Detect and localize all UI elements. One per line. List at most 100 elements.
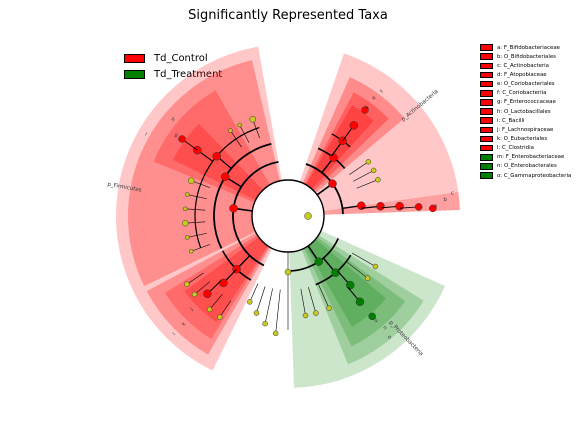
node-nonsignificant <box>184 281 190 287</box>
clade-letter-label: j <box>189 307 195 313</box>
node-actinobacteria <box>328 179 337 188</box>
node-nonsignificant <box>375 176 381 183</box>
node-nonsignificant <box>284 268 292 276</box>
taxa-legend-label: m: F_Enterobacteriaceae <box>497 154 565 161</box>
node-nonsignificant <box>313 310 319 316</box>
taxa-legend-item: a: F_Bifidobacteriaceae <box>480 43 571 52</box>
node-bifidobacteriales <box>376 202 385 211</box>
clade-letter-label: n <box>381 325 388 331</box>
taxa-legend-swatch <box>480 135 493 143</box>
node-lachnospiraceae <box>203 289 212 299</box>
tree-leaf-branch <box>187 232 207 238</box>
clade-shade-gammaproteobacteria <box>288 216 424 365</box>
taxa-legend-label: i: C_Bacilli <box>497 117 525 124</box>
clade-letter-label: b <box>443 197 447 203</box>
taxa-legend-swatch <box>480 71 493 79</box>
taxa-legend: a: F_Bifidobacteriaceae b: O_Bifidobacter… <box>480 43 571 180</box>
group-legend: Td_Control Td_Treatment <box>124 50 222 82</box>
tree-root-circle <box>251 179 325 253</box>
phylum-label: p_Firmicutes <box>107 182 142 194</box>
taxa-legend-item: e: O_Coriobacteriales <box>480 80 571 89</box>
tree-leaf-branch <box>353 170 374 182</box>
taxa-legend-swatch <box>480 117 493 124</box>
node-bacilli <box>220 172 230 182</box>
taxa-legend-swatch <box>480 126 493 134</box>
clade-shade-eubacteriales <box>165 216 288 339</box>
node-enterococcus <box>178 135 186 143</box>
clade-letter-label: l <box>172 332 177 337</box>
node-atopobiaceae <box>349 121 359 130</box>
taxa-legend-swatch <box>480 44 493 51</box>
clade-shade-bacilli <box>127 60 288 287</box>
node-nonsignificant <box>262 320 268 327</box>
node-nonsignificant <box>372 263 379 270</box>
taxa-legend-item: g: F_Enterococcaceae <box>480 98 571 107</box>
node-enterobacterales <box>345 280 355 290</box>
node-nonsignificant <box>191 291 198 298</box>
clade-letter-label: h <box>170 117 176 124</box>
clade-letter-label: e <box>371 95 378 101</box>
phylum-shade-actinobacteria <box>288 53 460 216</box>
tree-leaf-branch <box>264 288 273 324</box>
taxa-legend-item: b: O_Bifidobacteriales <box>480 52 571 61</box>
node-nonsignificant <box>370 167 377 174</box>
taxa-legend-label: o: C_Gammaproteobacteria <box>497 172 572 179</box>
taxa-legend-swatch <box>480 154 493 161</box>
taxa-legend-item: j: F_Lachnospiraceae <box>480 125 571 134</box>
legend-item-treatment: Td_Treatment <box>124 66 222 82</box>
node-nonsignificant <box>217 314 223 320</box>
tree-leaf-branch <box>209 293 223 310</box>
clade-shade-clostridia <box>146 216 288 355</box>
legend-swatch-control <box>124 53 145 63</box>
clade-letter-label: g <box>173 132 179 139</box>
tree-leaf-branch <box>252 119 260 139</box>
clade-letter-label: o <box>386 334 393 340</box>
tree-leaf-branch <box>219 300 232 318</box>
node-eubacteriales <box>219 278 228 288</box>
taxa-legend-swatch <box>480 172 493 179</box>
clade-shade-coriobacteriales <box>288 92 389 216</box>
tree-leaf-branch <box>351 252 376 267</box>
taxa-legend-item: n: O_Enterobacterales <box>480 162 571 171</box>
node-nonsignificant <box>326 305 332 312</box>
legend-swatch-treatment <box>124 69 145 79</box>
taxa-legend-swatch <box>480 53 493 60</box>
taxa-legend-item: o: C_Gammaproteobacteria <box>480 171 571 180</box>
node-nonsignificant <box>237 122 242 128</box>
taxa-legend-label: d: F_Atopobiaceae <box>497 71 547 78</box>
taxa-legend-swatch <box>480 108 493 115</box>
node-nonsignificant <box>185 192 190 197</box>
tree-leaf-branch <box>275 289 281 334</box>
taxa-legend-swatch <box>480 163 493 170</box>
node-coriobacteriia <box>329 153 338 162</box>
node-nonsignificant <box>247 299 253 305</box>
taxa-legend-item: l: C_Clostridia <box>480 144 571 153</box>
taxa-legend-label: f: C_Coriobacteriia <box>497 90 547 97</box>
legend-item-control: Td_Control <box>124 50 222 66</box>
legend-label-treatment: Td_Treatment <box>154 68 223 80</box>
node-bifidobacteriaceae <box>395 201 404 211</box>
taxa-legend-item: h: O_Lactobacillales <box>480 107 571 116</box>
tree-leaf-branch <box>191 180 211 188</box>
taxa-legend-item: m: F_Enterobacteriaceae <box>480 153 571 162</box>
tree-leaf-branch <box>346 261 368 279</box>
node-lactobacillales <box>212 151 222 161</box>
node-bifidobacterium <box>414 203 423 211</box>
node-bifidobacterium-sp <box>429 204 437 213</box>
clade-shade-coriobacteriia <box>288 77 405 217</box>
clade-letter-label: d <box>364 105 371 111</box>
taxa-legend-item: c: C_Actinobacteria <box>480 61 571 70</box>
tree-leaf-branch <box>185 208 206 211</box>
node-nonsignificant <box>228 128 233 133</box>
clade-letter-label: c <box>451 190 455 196</box>
node-other-phylum <box>304 212 312 220</box>
clade-letter-label: f <box>379 89 385 94</box>
node-atopobium <box>361 106 369 114</box>
node-nonsignificant <box>185 235 190 240</box>
node-nonsignificant <box>272 330 279 337</box>
taxa-legend-label: k: O_Eubacteriales <box>497 135 548 142</box>
taxa-legend-item: i: C_Bacilli <box>480 116 571 125</box>
node-nonsignificant <box>183 206 188 212</box>
node-firmicutes <box>229 204 238 213</box>
